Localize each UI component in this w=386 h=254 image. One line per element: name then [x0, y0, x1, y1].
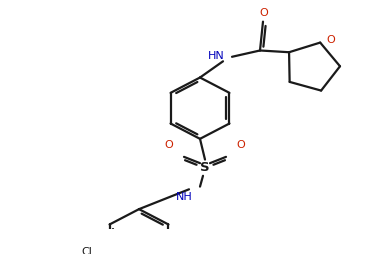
Text: S: S — [200, 161, 210, 174]
Text: NH: NH — [176, 192, 193, 201]
Text: Cl: Cl — [82, 247, 93, 254]
Text: O: O — [260, 8, 268, 18]
Text: O: O — [164, 140, 173, 150]
Text: O: O — [237, 140, 245, 150]
Text: HN: HN — [208, 51, 225, 61]
Text: O: O — [327, 35, 335, 45]
